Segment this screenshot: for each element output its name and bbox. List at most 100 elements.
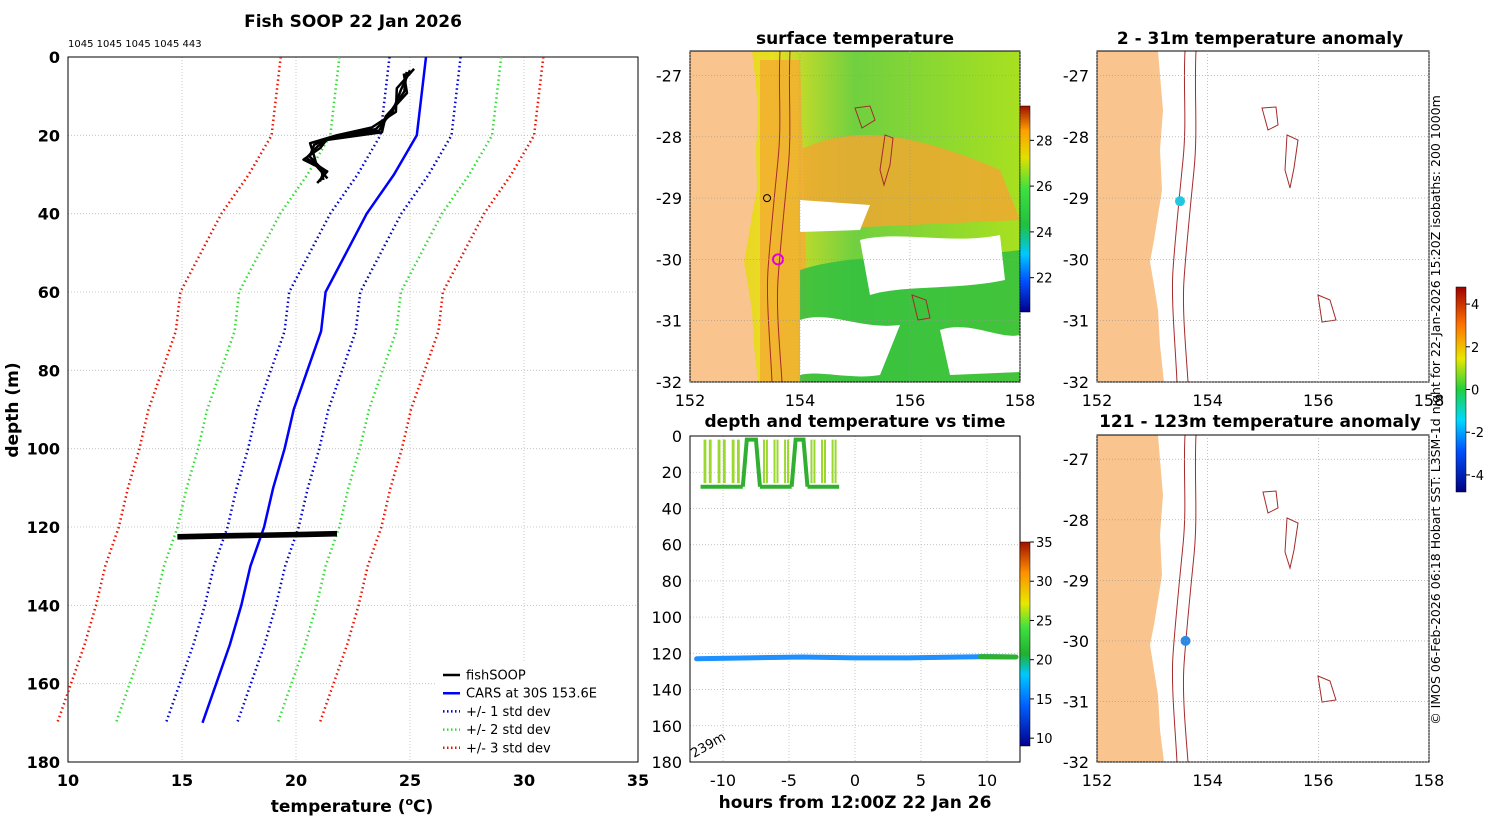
time-depth-surface-cast xyxy=(723,440,726,483)
time-depth-surface-link xyxy=(792,440,808,487)
time-depth-colorbar-tick-label: 25 xyxy=(1036,614,1053,629)
time-depth-colorbar-tick-label: 20 xyxy=(1036,654,1053,669)
sst-x-tick-label: 154 xyxy=(785,391,816,410)
profile-y-tick-label: 0 xyxy=(49,48,60,67)
profile-title: Fish SOOP 22 Jan 2026 xyxy=(244,12,462,32)
time-depth-deep-trace xyxy=(697,657,1014,659)
time-depth-surface-cast xyxy=(821,440,823,483)
time-depth-surface-cast xyxy=(709,440,712,483)
time-depth-surface-cast xyxy=(766,440,768,483)
anom-deep-y-tick-label: -29 xyxy=(1063,571,1089,590)
time-depth-x-tick-label: 5 xyxy=(916,771,926,790)
time-depth-surface-cast xyxy=(737,440,740,483)
profile-fish-surface-cast xyxy=(306,72,406,182)
anom-deep-y-tick-label: -28 xyxy=(1063,511,1089,530)
time-depth-colorbar-tick-label: 10 xyxy=(1036,732,1053,747)
sst-cloud-1 xyxy=(800,200,870,232)
anom-shallow-x-tick-label: 154 xyxy=(1192,391,1223,410)
anomaly-colorbar-tick-label: 0 xyxy=(1471,384,1479,399)
time-depth-surface-cast xyxy=(835,440,837,483)
time-depth-surface-cast xyxy=(784,440,786,483)
anom-deep-y-tick-label: -32 xyxy=(1063,753,1089,772)
anom-deep-sample xyxy=(1181,636,1191,646)
anom-shallow-y-tick-label: -32 xyxy=(1063,373,1089,392)
anom-shallow-y-tick-label: -30 xyxy=(1063,250,1089,269)
anom-shallow-seamount-1 xyxy=(1262,107,1278,130)
time-depth-y-tick-label: 180 xyxy=(651,753,682,772)
time-depth-surface-cast xyxy=(787,440,789,483)
profile-std1-upper xyxy=(237,57,460,723)
sst-y-tick-label: -29 xyxy=(656,189,682,208)
sst-y-tick-label: -28 xyxy=(656,128,682,147)
profile-x-tick-label: 20 xyxy=(285,771,307,790)
anom-deep-title: 121 - 123m temperature anomaly xyxy=(1099,412,1421,432)
time-depth-surface-cast xyxy=(824,440,826,483)
time-depth-colorbar-ticks: 10 15 20 25 30 35 xyxy=(1030,536,1053,747)
profile-y-tick-label: 80 xyxy=(38,361,60,380)
profile-y-tick-label: 100 xyxy=(27,440,60,459)
profile-x-label: temperature (oC) xyxy=(271,795,434,817)
anomaly-colorbar-tick-label: -2 xyxy=(1471,426,1484,441)
time-depth-colorbar-tick-label: 35 xyxy=(1036,536,1053,551)
sst-colorbar-tick-label: 24 xyxy=(1036,226,1053,241)
anomaly-colorbar-tick-label: 2 xyxy=(1471,341,1479,356)
time-depth-y-tick-label: 80 xyxy=(662,572,682,591)
profile-chart: Fish SOOP 22 Jan 2026 1045 1045 1045 104… xyxy=(3,12,649,817)
profile-std3-upper xyxy=(320,57,544,723)
profile-y-tick-label: 160 xyxy=(27,675,60,694)
time-depth-colorbar xyxy=(1020,542,1030,746)
time-depth-surface-cast xyxy=(732,440,735,483)
legend-label-0: fishSOOP xyxy=(466,669,526,684)
profile-fish-surface-cast xyxy=(310,70,410,180)
anom-shallow-y-tick-label: -31 xyxy=(1063,312,1089,331)
profile-grid xyxy=(68,57,638,762)
anom-deep-y-tick-label: -27 xyxy=(1063,450,1089,469)
time-depth-colorbar-tick-label: 15 xyxy=(1036,693,1053,708)
sst-title: surface temperature xyxy=(756,29,954,49)
anom-shallow-y-tick-label: -29 xyxy=(1063,189,1089,208)
time-depth-title: depth and temperature vs time xyxy=(705,412,1006,432)
profile-lines xyxy=(57,57,543,723)
side-caption: © IMOS 06-Feb-2026 06:18 Hobart SST: L3S… xyxy=(1428,95,1443,725)
legend-label-2: +/- 1 std dev xyxy=(466,705,551,720)
profile-fish-surface-cast xyxy=(304,74,408,184)
anom-shallow-x-tick-label: 152 xyxy=(1082,391,1113,410)
anom-shallow-isobath-200 xyxy=(1172,51,1185,382)
anom-deep-isobath-1000 xyxy=(1183,435,1196,762)
sst-x-tick-label: 158 xyxy=(1005,391,1036,410)
profile-y-tick-label: 140 xyxy=(27,596,60,615)
profile-y-tick-label: 40 xyxy=(38,205,60,224)
time-depth-y-tick-label: 100 xyxy=(651,608,682,627)
time-depth-y-tick-label: 60 xyxy=(662,536,682,555)
sst-colorbar-tick-label: 28 xyxy=(1036,134,1053,149)
profile-fish-surface-cast xyxy=(310,69,414,179)
sst-y-tick-label: -32 xyxy=(656,373,682,392)
time-depth-surface-cast xyxy=(832,440,834,483)
time-depth-y-tick-label: 0 xyxy=(672,427,682,446)
anom-deep-isobath-200 xyxy=(1172,435,1185,762)
time-depth-y-tick-label: 20 xyxy=(662,463,682,482)
profile-axes-box xyxy=(68,57,638,762)
time-depth-surface-cast xyxy=(718,440,721,483)
time-depth-x-tick-label: 10 xyxy=(977,771,997,790)
anom-shallow-seamount-2 xyxy=(1285,135,1298,188)
profile-sample-counts: 1045 1045 1045 1045 443 xyxy=(68,39,202,50)
profile-y-tick-label: 60 xyxy=(38,283,60,302)
legend-label-4: +/- 3 std dev xyxy=(466,741,551,756)
anom-shallow-isobath-1000 xyxy=(1183,51,1196,382)
anom-shallow-land xyxy=(1097,51,1164,382)
profile-x-tick-label: 25 xyxy=(399,771,421,790)
profile-x-tick-label: 15 xyxy=(171,771,193,790)
profile-y-tick-label: 180 xyxy=(27,753,60,772)
anom-shallow-y-tick-label: -28 xyxy=(1063,128,1089,147)
time-depth-colorbar-tick-label: 30 xyxy=(1036,575,1053,590)
anom-shallow-sample xyxy=(1175,196,1185,206)
time-depth-surface-cast xyxy=(810,440,812,483)
anom-deep-x-tick-label: 156 xyxy=(1303,771,1334,790)
anom-deep-x-tick-label: 152 xyxy=(1082,771,1113,790)
time-depth-x-tick-label: -5 xyxy=(781,771,797,790)
